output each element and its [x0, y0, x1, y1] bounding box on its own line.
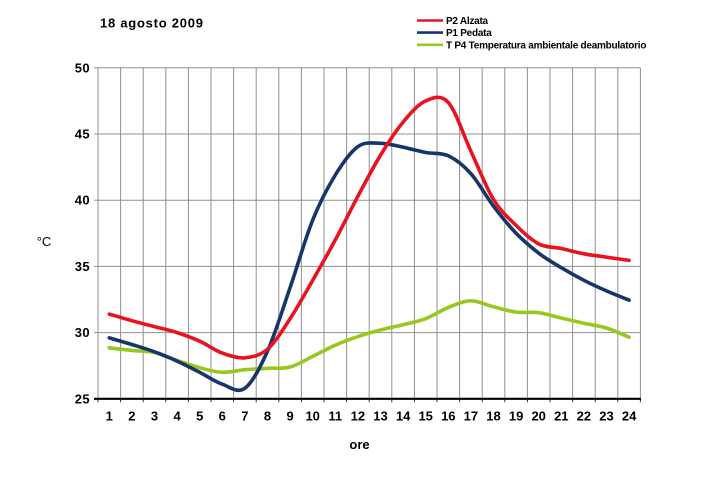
- svg-text:1: 1: [106, 409, 113, 424]
- svg-text:°C: °C: [37, 234, 52, 249]
- svg-text:22: 22: [577, 409, 591, 424]
- svg-text:4: 4: [173, 409, 181, 424]
- svg-text:11: 11: [328, 409, 342, 424]
- svg-text:7: 7: [241, 409, 248, 424]
- svg-text:21: 21: [554, 409, 568, 424]
- svg-text:18 agosto 2009: 18 agosto 2009: [100, 16, 204, 31]
- svg-text:16: 16: [441, 409, 455, 424]
- svg-text:40: 40: [75, 193, 90, 208]
- svg-text:18: 18: [486, 409, 500, 424]
- svg-text:14: 14: [396, 409, 411, 424]
- svg-text:19: 19: [509, 409, 523, 424]
- svg-text:24: 24: [622, 409, 637, 424]
- svg-text:20: 20: [531, 409, 545, 424]
- svg-text:12: 12: [351, 409, 365, 424]
- svg-text:5: 5: [196, 409, 203, 424]
- svg-text:3: 3: [151, 409, 158, 424]
- svg-text:13: 13: [373, 409, 387, 424]
- svg-text:45: 45: [75, 127, 90, 142]
- svg-text:50: 50: [75, 60, 90, 75]
- svg-text:9: 9: [286, 409, 293, 424]
- svg-text:6: 6: [219, 409, 226, 424]
- svg-text:25: 25: [75, 391, 90, 406]
- svg-text:P2 Alzata: P2 Alzata: [446, 16, 489, 27]
- svg-text:23: 23: [599, 409, 613, 424]
- svg-text:ore: ore: [349, 437, 369, 452]
- svg-text:35: 35: [75, 259, 90, 274]
- svg-text:15: 15: [418, 409, 432, 424]
- svg-text:2: 2: [128, 409, 135, 424]
- svg-text:T P4 Temperatura ambientale de: T P4 Temperatura ambientale deambulatori…: [446, 40, 646, 51]
- svg-text:P1 Pedata: P1 Pedata: [446, 28, 492, 39]
- svg-text:10: 10: [305, 409, 319, 424]
- svg-text:17: 17: [464, 409, 478, 424]
- svg-text:8: 8: [264, 409, 271, 424]
- svg-text:30: 30: [75, 325, 90, 340]
